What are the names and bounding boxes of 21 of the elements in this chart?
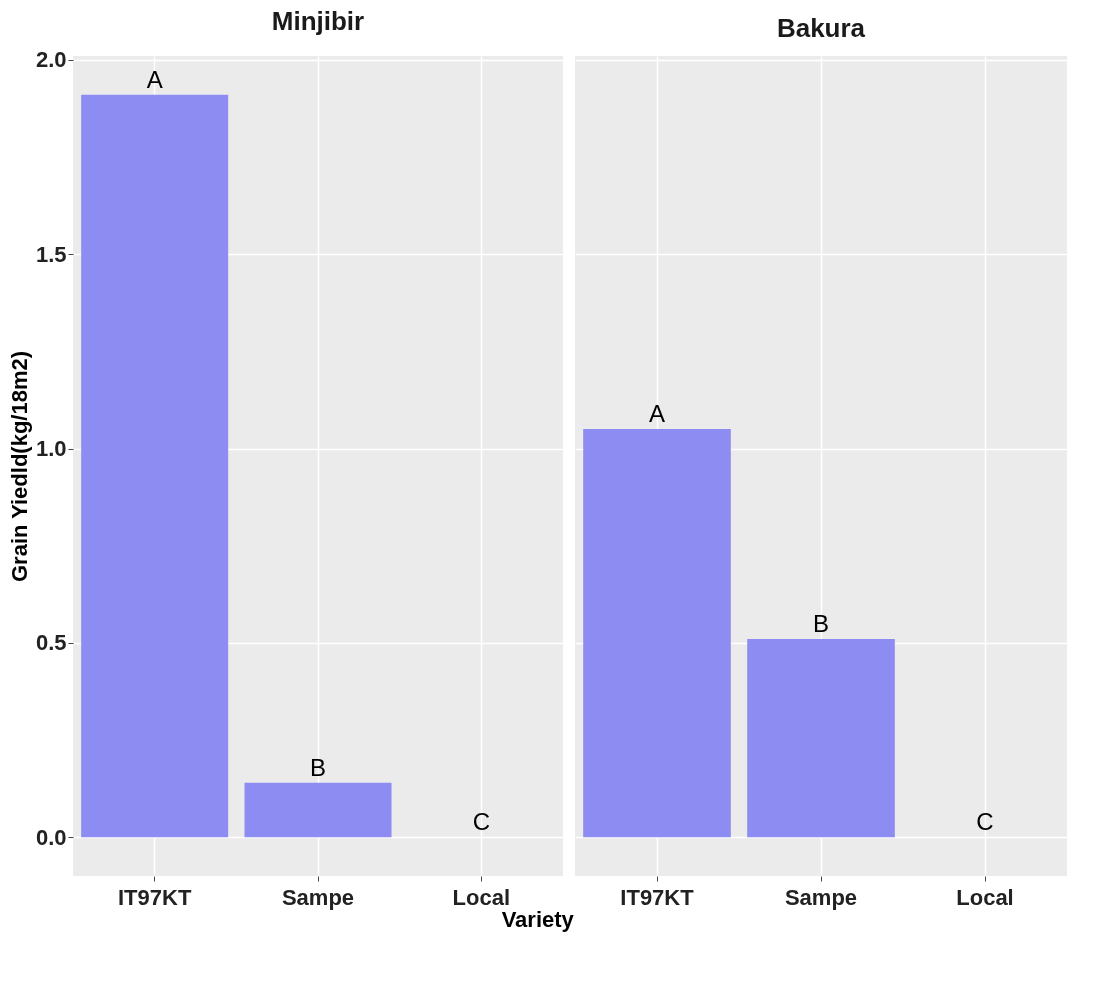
annotation: C (976, 808, 994, 836)
y-tick-label: 0.0 (35, 824, 67, 850)
chart-title: Minjibir (271, 5, 365, 36)
x-tick-label: Sampe (784, 884, 858, 910)
x-axis-title: Variety (501, 907, 575, 932)
y-tick-label: 1.5 (35, 241, 67, 267)
x-tick-label: Sampe (281, 884, 355, 910)
y-tick-label: 1.0 (35, 436, 67, 462)
x-tick-label: IT97KT (620, 884, 695, 910)
x-tick-label: Local (452, 884, 511, 910)
x-tick-label: Local (956, 884, 1014, 910)
chart-title: Bakura (776, 13, 866, 43)
annotation: A (146, 65, 163, 93)
annotation: C (472, 808, 491, 836)
y-tick-label: 0.5 (35, 630, 67, 656)
annotation: B (812, 609, 830, 637)
annotation: B (309, 753, 327, 781)
x-tick-label: IT97KT (117, 884, 192, 910)
y-axis-title: Grain Yiedld(kg/18m2) (6, 350, 32, 583)
annotation: A (648, 400, 666, 428)
y-tick-label: 2.0 (35, 47, 67, 73)
